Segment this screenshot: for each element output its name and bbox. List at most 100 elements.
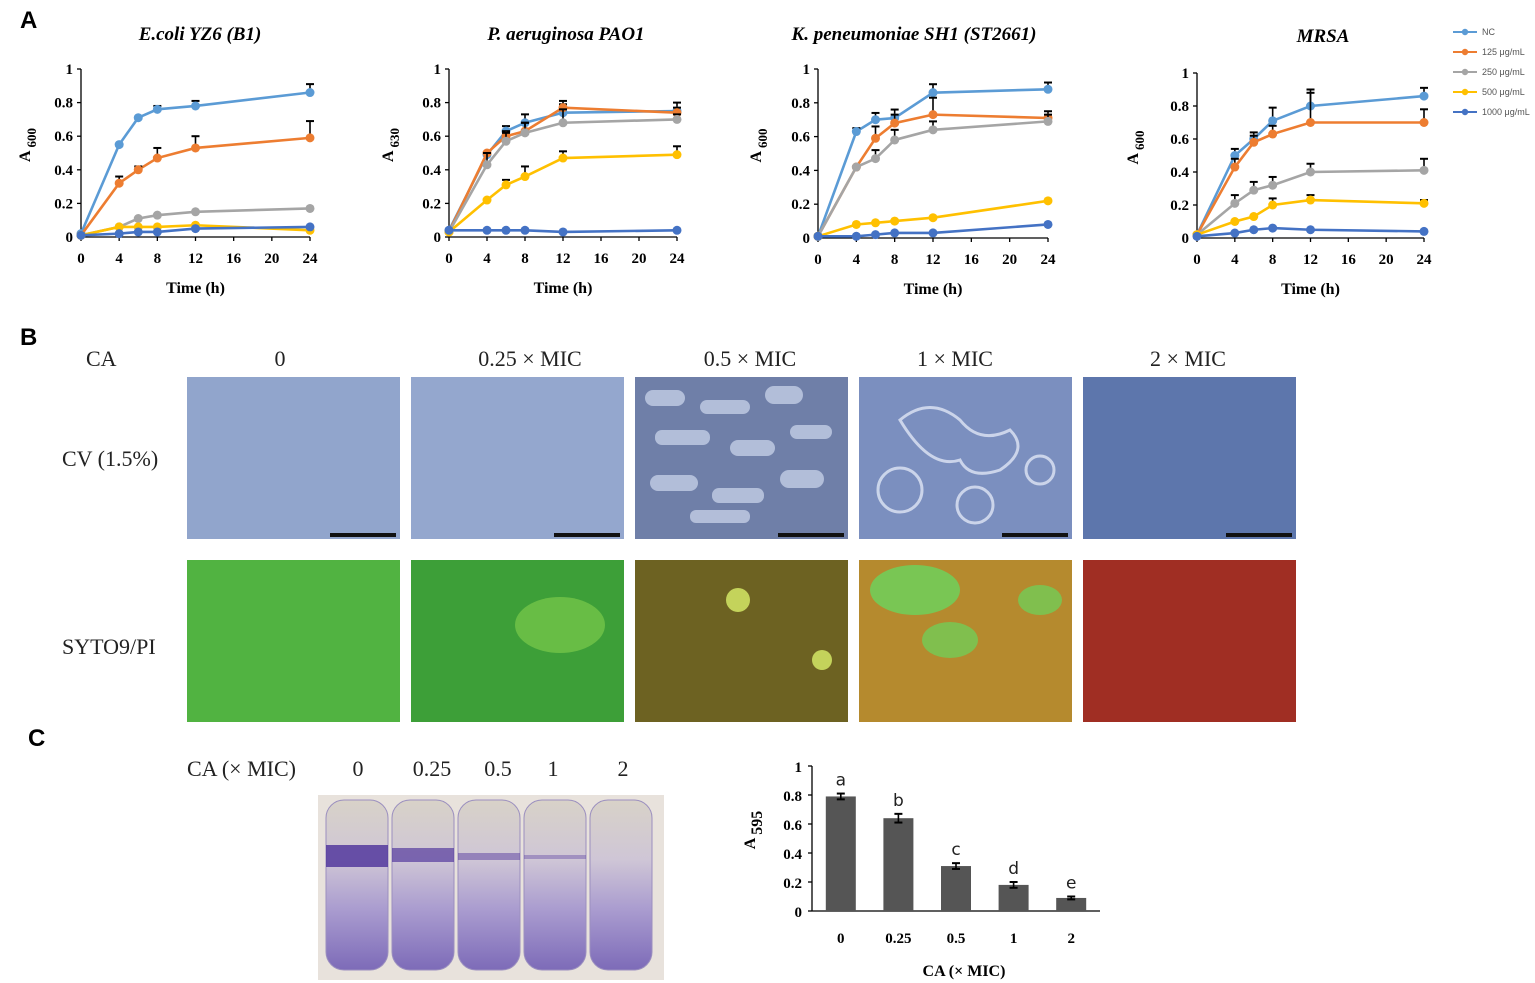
data-point [1306, 167, 1315, 177]
y-axis-title-subscript: 600 [755, 128, 770, 148]
data-point [890, 228, 900, 238]
series-0 [813, 81, 1053, 241]
legend-marker [1461, 28, 1469, 36]
panel-b-col-1: 0.25 × MIC [478, 346, 581, 371]
micrograph-cv-4 [1083, 377, 1296, 539]
panel-label-b: B [20, 324, 37, 351]
data-point [1249, 225, 1259, 235]
data-point [1043, 84, 1053, 94]
data-point [890, 216, 900, 226]
data-point [133, 214, 143, 224]
y-tick-label: 0.4 [422, 163, 441, 179]
series-line [1196, 226, 1425, 238]
data-point [1268, 223, 1278, 233]
legend: NC 125 μg/mL 250 μg/mL 500 μg/mL 1000 μg/mL [1453, 27, 1530, 117]
y-tick-label: 0.6 [422, 129, 441, 145]
y-tick-label: 0.6 [54, 129, 73, 145]
x-tick-label: 16 [1341, 252, 1357, 268]
micrograph-syto-3-patch [1018, 585, 1062, 615]
y-axis-title-subscript: 595 [749, 811, 766, 835]
x-tick-label: 0 [77, 251, 85, 267]
y-tick-label: 0.8 [791, 96, 810, 112]
data-point [851, 127, 861, 137]
data-point [1419, 91, 1429, 101]
y-tick-label: 0 [66, 230, 74, 246]
y-tick-label: 1 [1182, 66, 1190, 82]
tube-4 [589, 799, 653, 971]
y-axis-title: A 600 [1125, 130, 1147, 164]
data-point [890, 118, 900, 128]
y-tick-label: 0.6 [791, 130, 810, 146]
data-point [1268, 200, 1278, 210]
x-tick-label: 16 [226, 251, 242, 267]
data-point [851, 219, 861, 229]
data-point [152, 104, 162, 114]
data-point [444, 225, 454, 235]
panel-b-col-2: 0.5 × MIC [704, 346, 796, 371]
data-point [558, 227, 568, 237]
y-tick-label: 0.4 [54, 163, 73, 179]
y-tick-label: 0.2 [1170, 198, 1189, 214]
series-4 [76, 222, 315, 240]
micrograph-syto-0 [187, 560, 400, 722]
data-point [1043, 196, 1053, 206]
data-point [114, 229, 124, 239]
data-point [482, 195, 492, 205]
panel-c-col-3: 1 [548, 756, 559, 781]
series-line [818, 223, 1049, 238]
legend-marker [1461, 68, 1469, 76]
y-axis-title-main: A [748, 151, 765, 163]
x-axis-title: CA (× MIC) [923, 963, 1006, 980]
x-tick-label: 8 [891, 252, 899, 268]
data-point [928, 110, 938, 120]
data-point [520, 172, 530, 182]
data-point [1230, 162, 1240, 172]
x-tick-label: 16 [964, 252, 980, 268]
data-point [871, 154, 880, 164]
panel-b-row-syto: SYTO9/PI [62, 634, 156, 659]
series-line [1196, 198, 1425, 236]
chart-title: E.coli YZ6 (B1) [138, 24, 262, 45]
x-tick-label: 4 [115, 251, 123, 267]
significance-label: b [893, 791, 904, 811]
data-point [305, 88, 315, 98]
y-tick-label: 0.8 [54, 96, 73, 112]
x-tick-label: 0 [837, 931, 845, 947]
x-axis-title: Time (h) [534, 280, 593, 297]
x-tick-label: 0.5 [947, 931, 966, 947]
series-line [816, 87, 1049, 237]
micrograph-syto-0-texture [187, 560, 400, 722]
bar [883, 818, 914, 911]
y-axis-title: A 630 [380, 128, 402, 162]
x-tick-label: 4 [853, 252, 861, 268]
series-line [1195, 121, 1424, 236]
biofilm-ring-3 [524, 855, 586, 859]
data-point [1419, 198, 1429, 208]
scale-bar [1002, 533, 1068, 537]
micrograph-cv-1 [411, 377, 624, 539]
x-tick-label: 2 [1067, 931, 1075, 947]
y-tick-label: 0.2 [783, 876, 802, 892]
panel-c-col-0: 0 [353, 756, 364, 781]
series-line [448, 153, 678, 233]
series-3 [444, 145, 682, 237]
scale-bar [778, 533, 844, 537]
significance-label: d [1008, 859, 1019, 879]
y-tick-label: 0.6 [1170, 132, 1189, 148]
data-point [871, 230, 880, 240]
legend-marker [1461, 88, 1469, 96]
y-tick-label: 0.2 [422, 196, 441, 212]
data-point [1043, 116, 1053, 126]
series-2 [1192, 157, 1429, 240]
x-tick-label: 20 [1379, 252, 1394, 268]
panel-c-col-2: 0.5 [484, 756, 512, 781]
chart-title: P. aeruginosa PAO1 [486, 24, 644, 45]
series-line [80, 225, 311, 237]
y-tick-label: 0 [795, 905, 803, 921]
data-point [1249, 137, 1259, 147]
x-tick-label: 12 [188, 251, 203, 267]
x-tick-label: 4 [1231, 252, 1239, 268]
data-point [1230, 198, 1240, 208]
data-point [1249, 185, 1259, 195]
micrograph-syto-2-spot [726, 588, 750, 612]
